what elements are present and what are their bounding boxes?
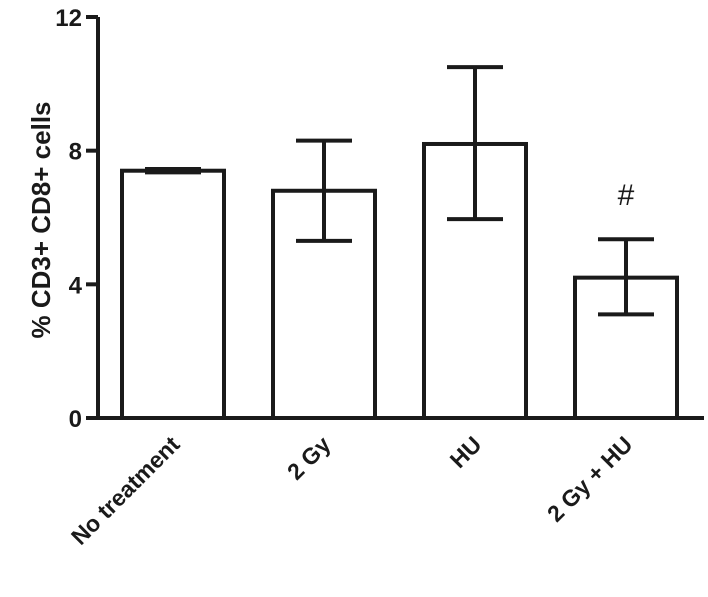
y-tick-label-1: 4	[69, 272, 83, 299]
bar-0	[120, 168, 226, 420]
error-bars	[145, 65, 654, 317]
bars	[120, 141, 679, 420]
y-axis-label: % CD3+ CD8+ cells	[26, 101, 56, 338]
x-tick-labels: No treatment 2 Gy HU 2 Gy + HU	[66, 431, 638, 550]
y-tick-label-2: 8	[69, 139, 82, 166]
x-tick-label-2: HU	[445, 431, 487, 473]
x-tick-label-0: No treatment	[66, 431, 185, 550]
y-tick-label-3: 12	[55, 5, 82, 32]
x-tick-label-3: 2 Gy + HU	[542, 431, 638, 527]
y-tick-label-0: 0	[69, 406, 82, 433]
y-ticks: 0 4 8 12	[55, 5, 98, 433]
x-tick-label-1: 2 Gy	[282, 431, 336, 485]
annotation-0: #	[618, 179, 635, 212]
annotations: #	[618, 179, 635, 212]
